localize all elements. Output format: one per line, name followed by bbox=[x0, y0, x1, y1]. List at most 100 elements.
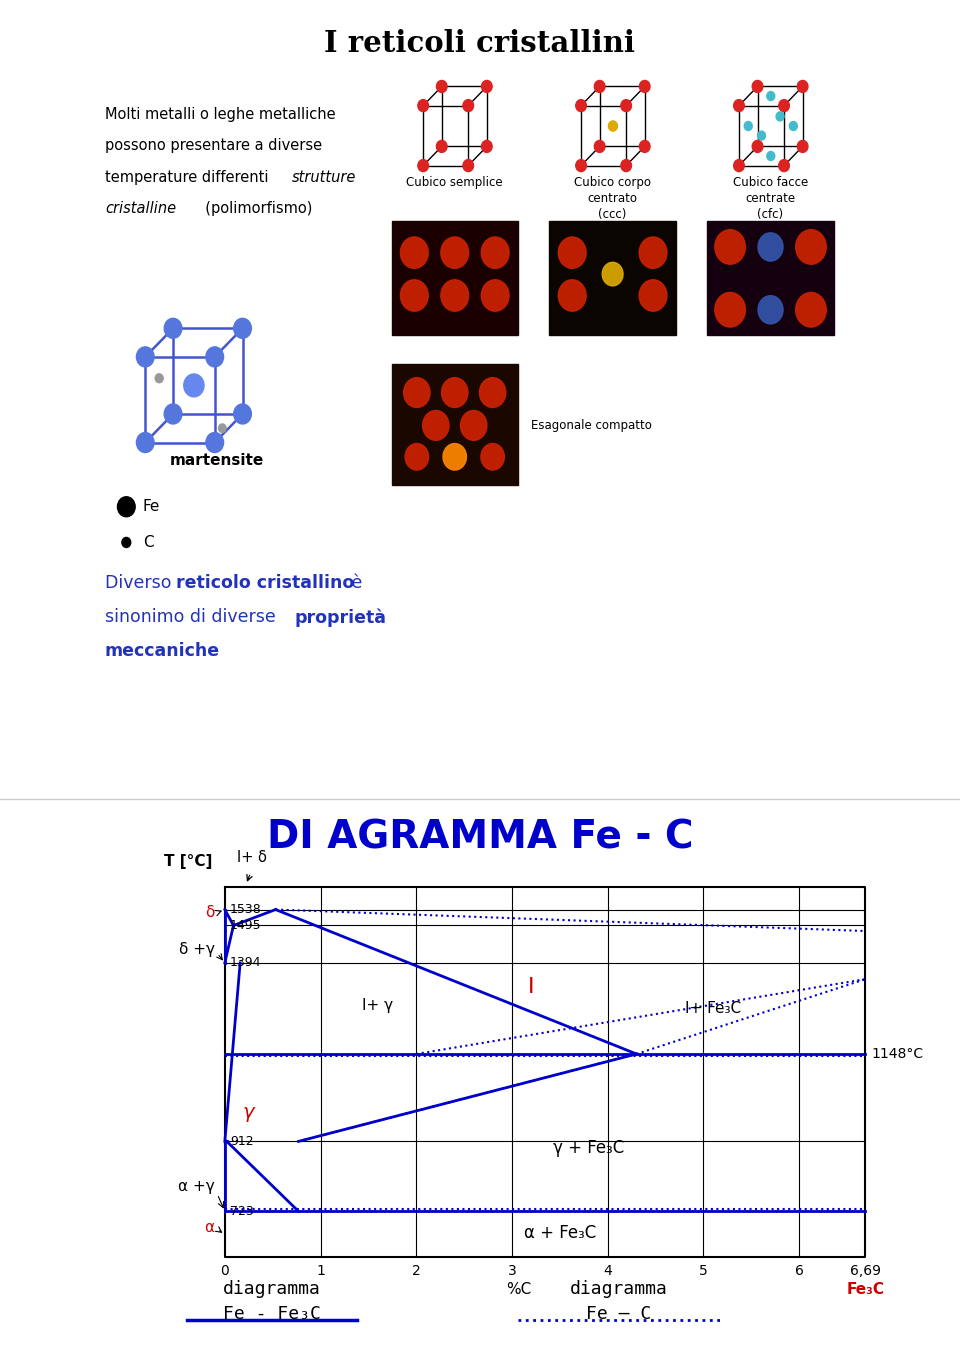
Circle shape bbox=[122, 537, 131, 547]
Circle shape bbox=[789, 122, 798, 130]
Bar bbox=[708, 221, 833, 335]
Circle shape bbox=[576, 100, 587, 112]
Text: 6,69: 6,69 bbox=[850, 1264, 880, 1278]
Text: proprietà: proprietà bbox=[295, 608, 386, 626]
Circle shape bbox=[463, 160, 473, 172]
Circle shape bbox=[479, 377, 506, 407]
Circle shape bbox=[715, 230, 745, 264]
Text: Cubico semplice: Cubico semplice bbox=[406, 175, 503, 189]
Circle shape bbox=[156, 375, 163, 383]
Text: reticolo cristallino: reticolo cristallino bbox=[176, 574, 354, 592]
Circle shape bbox=[481, 443, 504, 470]
Text: γ: γ bbox=[243, 1103, 254, 1122]
Text: I+ Fe₃C: I+ Fe₃C bbox=[685, 1001, 741, 1016]
Text: 1538: 1538 bbox=[229, 904, 262, 916]
Circle shape bbox=[422, 410, 449, 440]
Circle shape bbox=[776, 112, 784, 120]
Bar bbox=[392, 364, 517, 485]
Text: δ: δ bbox=[205, 905, 215, 920]
Text: T [°C]: T [°C] bbox=[164, 853, 212, 868]
Text: Fe₃C: Fe₃C bbox=[847, 1282, 884, 1297]
Circle shape bbox=[437, 141, 447, 152]
Circle shape bbox=[418, 160, 428, 172]
Circle shape bbox=[796, 230, 827, 264]
Circle shape bbox=[767, 152, 775, 160]
Circle shape bbox=[796, 293, 827, 327]
Circle shape bbox=[594, 141, 605, 152]
Text: 0: 0 bbox=[221, 1264, 229, 1278]
Circle shape bbox=[400, 236, 428, 268]
Text: γ + Fe₃C: γ + Fe₃C bbox=[553, 1139, 624, 1156]
Circle shape bbox=[405, 443, 428, 470]
Bar bbox=[549, 221, 676, 335]
Circle shape bbox=[798, 141, 808, 152]
Text: %C: %C bbox=[507, 1282, 532, 1297]
Circle shape bbox=[753, 141, 763, 152]
Text: Cubico corpo
centrato
(ccc): Cubico corpo centrato (ccc) bbox=[574, 175, 651, 220]
Text: α +γ: α +γ bbox=[178, 1180, 215, 1193]
Circle shape bbox=[779, 160, 789, 172]
Text: Esagonale compatto: Esagonale compatto bbox=[531, 418, 652, 432]
Circle shape bbox=[559, 280, 587, 312]
Circle shape bbox=[418, 100, 428, 112]
Text: sinonimo di diverse: sinonimo di diverse bbox=[105, 608, 281, 626]
Circle shape bbox=[461, 410, 487, 440]
Text: Fe: Fe bbox=[143, 499, 160, 514]
Text: C: C bbox=[143, 534, 154, 550]
Text: α + Fe₃C: α + Fe₃C bbox=[524, 1223, 596, 1241]
Text: temperature differenti: temperature differenti bbox=[105, 170, 273, 185]
Circle shape bbox=[183, 375, 204, 396]
Text: 6: 6 bbox=[795, 1264, 804, 1278]
Text: 1: 1 bbox=[316, 1264, 325, 1278]
Circle shape bbox=[744, 122, 753, 130]
Text: 4: 4 bbox=[604, 1264, 612, 1278]
Circle shape bbox=[443, 443, 467, 470]
Text: 1394: 1394 bbox=[229, 957, 261, 969]
Text: 723: 723 bbox=[229, 1204, 253, 1218]
Circle shape bbox=[437, 81, 447, 93]
Circle shape bbox=[594, 81, 605, 93]
Circle shape bbox=[233, 319, 252, 338]
Circle shape bbox=[400, 280, 428, 312]
Bar bbox=[392, 221, 517, 335]
Text: 2: 2 bbox=[412, 1264, 420, 1278]
Circle shape bbox=[602, 262, 623, 286]
Text: 1495: 1495 bbox=[229, 919, 261, 932]
Text: I+ γ: I+ γ bbox=[363, 998, 394, 1013]
Text: diagramma
Fe – C: diagramma Fe – C bbox=[570, 1280, 668, 1323]
Circle shape bbox=[576, 160, 587, 172]
Text: è: è bbox=[347, 574, 363, 592]
Circle shape bbox=[559, 236, 587, 268]
Circle shape bbox=[639, 280, 667, 312]
Circle shape bbox=[463, 100, 473, 112]
Circle shape bbox=[403, 377, 430, 407]
Circle shape bbox=[639, 81, 650, 93]
Circle shape bbox=[117, 496, 135, 517]
Circle shape bbox=[758, 232, 783, 261]
Text: δ +γ: δ +γ bbox=[179, 942, 215, 957]
Circle shape bbox=[798, 81, 808, 93]
Circle shape bbox=[205, 347, 224, 366]
Circle shape bbox=[164, 405, 181, 424]
Circle shape bbox=[156, 375, 163, 383]
Circle shape bbox=[205, 432, 224, 452]
Circle shape bbox=[621, 100, 632, 112]
Text: 912: 912 bbox=[229, 1135, 253, 1148]
Circle shape bbox=[441, 280, 468, 312]
Circle shape bbox=[442, 377, 468, 407]
Text: cristalline: cristalline bbox=[105, 201, 176, 216]
Circle shape bbox=[233, 405, 252, 424]
Circle shape bbox=[481, 280, 509, 312]
Text: strutture: strutture bbox=[292, 170, 356, 185]
Circle shape bbox=[136, 347, 155, 366]
Circle shape bbox=[639, 236, 667, 268]
Text: I: I bbox=[528, 976, 535, 997]
Text: meccaniche: meccaniche bbox=[105, 642, 220, 660]
Circle shape bbox=[481, 236, 509, 268]
Circle shape bbox=[441, 236, 468, 268]
Text: martensite: martensite bbox=[170, 452, 264, 468]
Circle shape bbox=[753, 81, 763, 93]
Text: Diverso: Diverso bbox=[105, 574, 177, 592]
Text: 1148°C: 1148°C bbox=[872, 1047, 924, 1061]
Circle shape bbox=[164, 319, 181, 338]
